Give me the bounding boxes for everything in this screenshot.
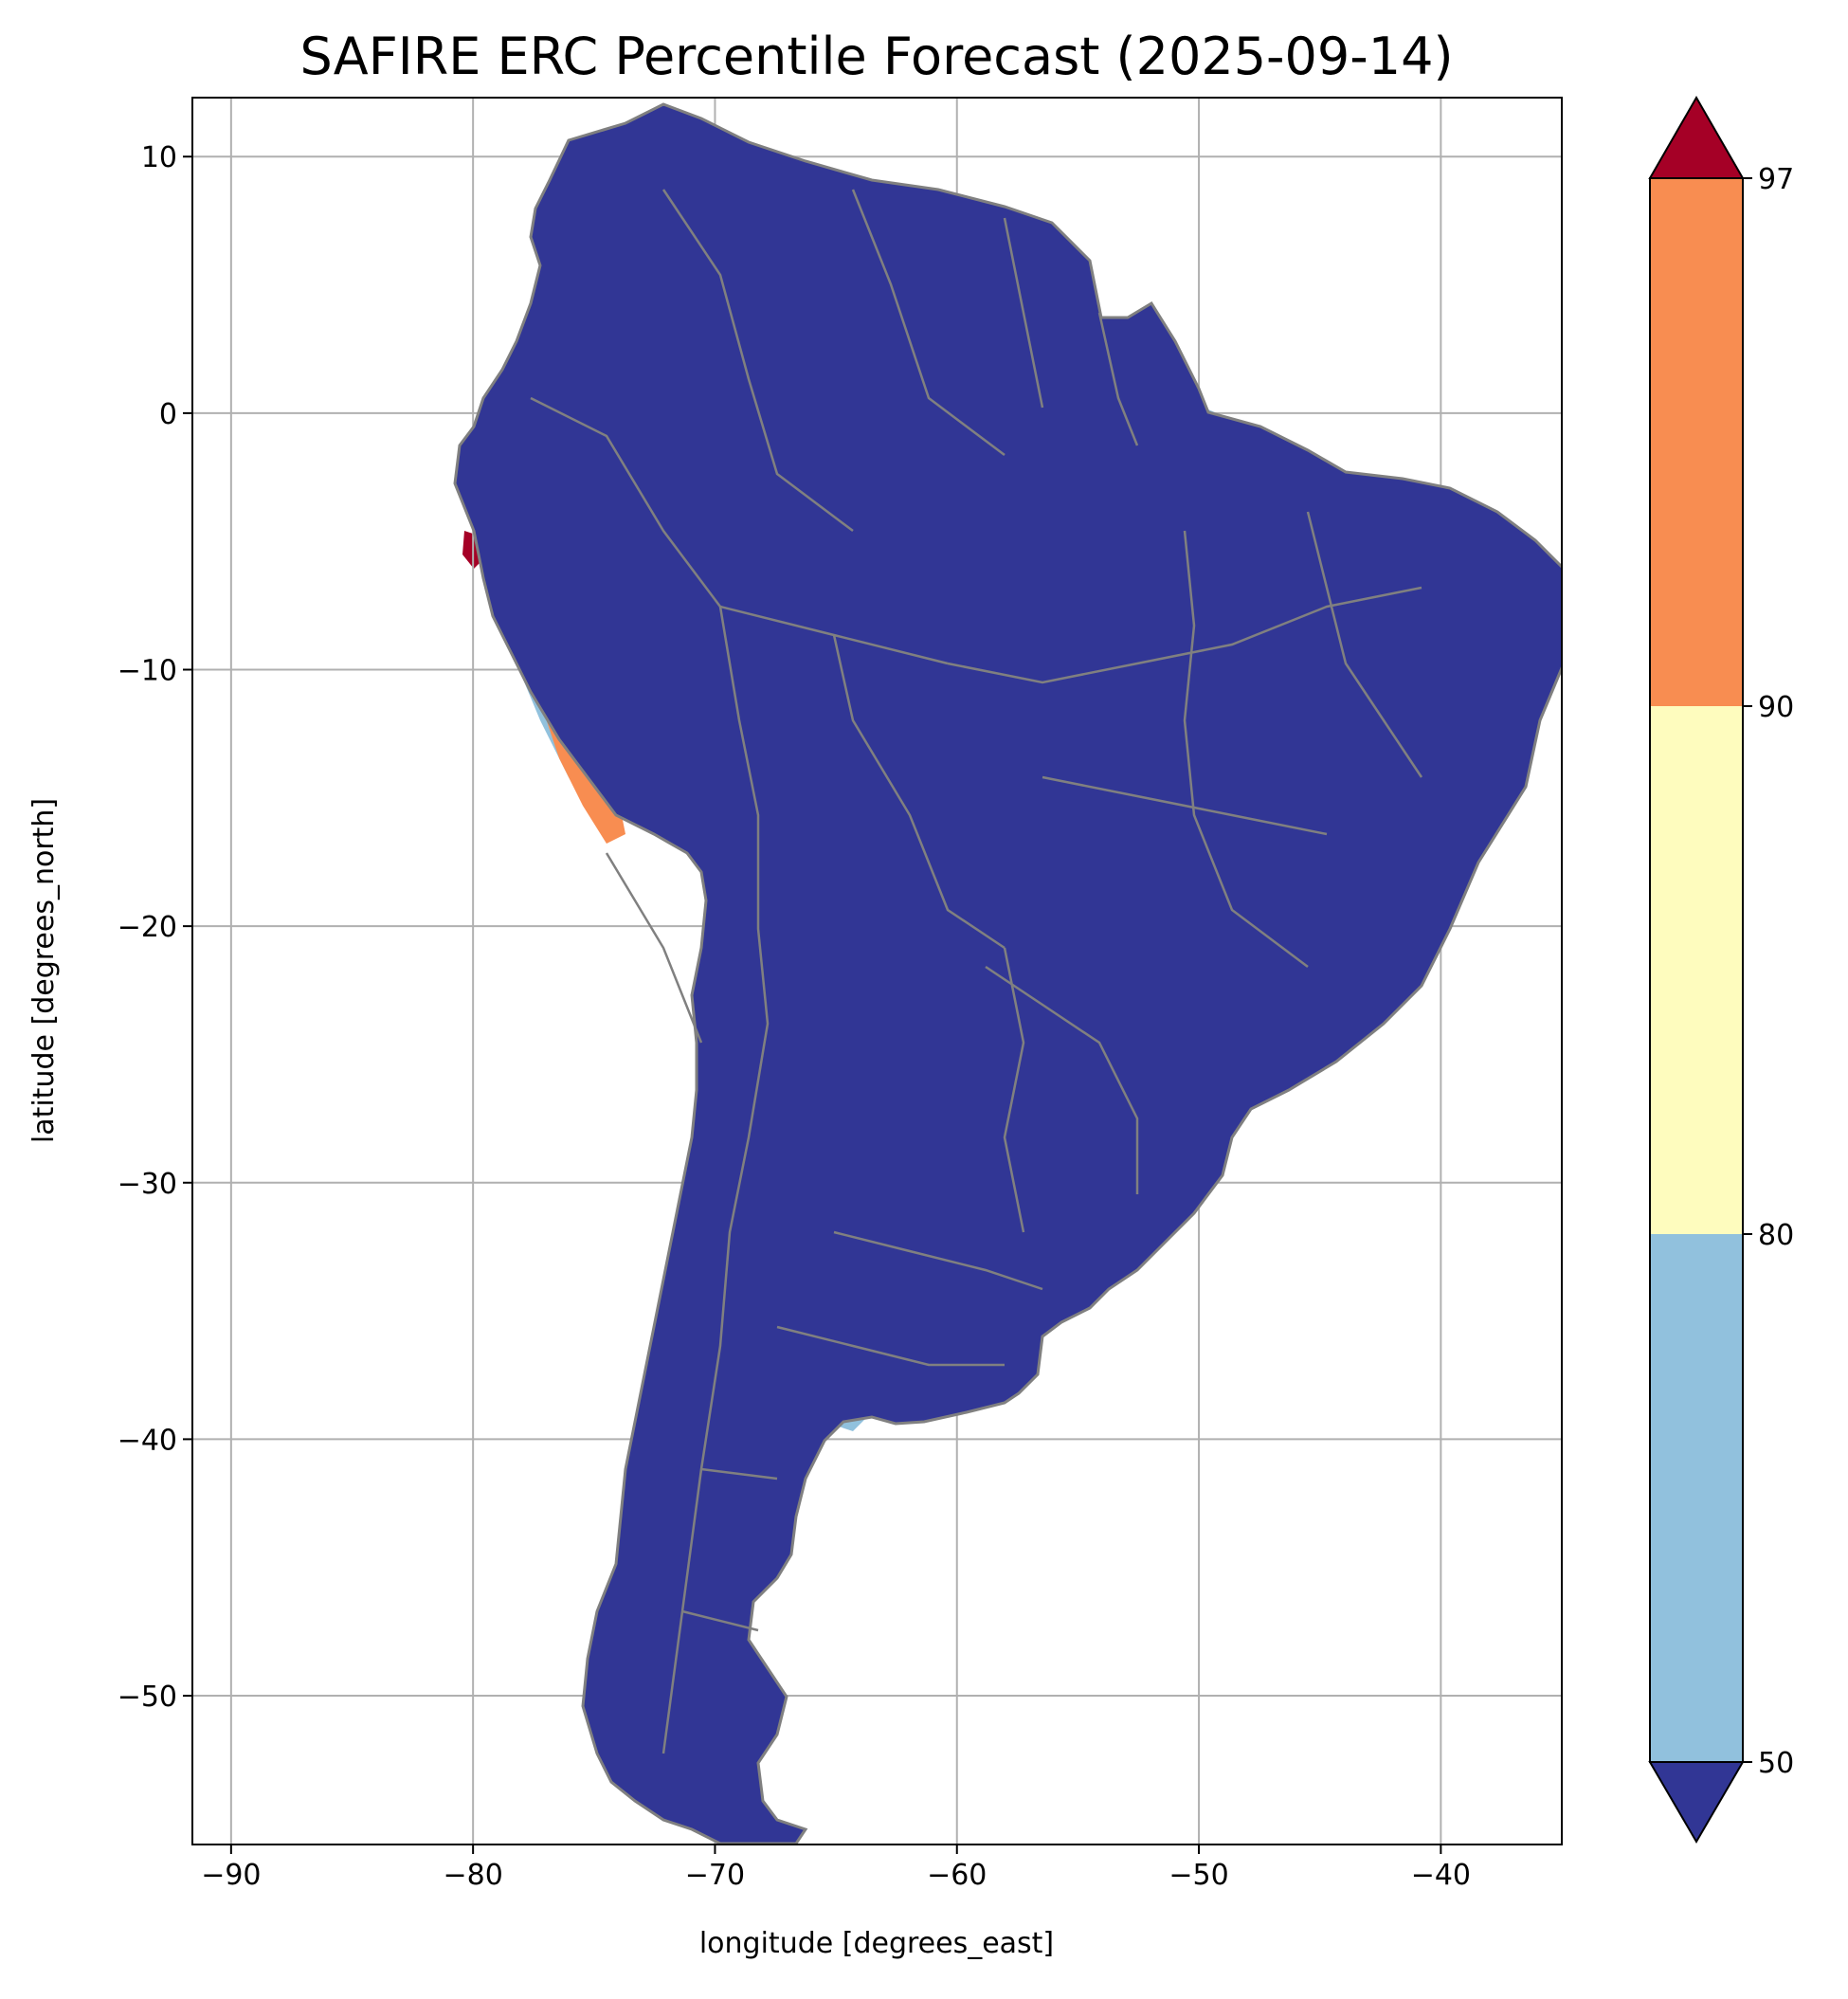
y-tick-label: −50 — [118, 1681, 177, 1714]
colorbar-band-50-80 — [1650, 1234, 1743, 1762]
x-tick-label: −70 — [685, 1859, 745, 1892]
x-tick-label: −40 — [1411, 1859, 1471, 1892]
axes-frame — [191, 97, 1563, 1845]
colorbar: 50 80 90 97 — [1648, 95, 1794, 1844]
colorbar-tick-label: 97 — [1758, 163, 1794, 196]
x-tick-label: −80 — [443, 1859, 502, 1892]
y-axis: 10 0 −10 −20 −30 −40 −50 — [118, 141, 192, 1714]
x-tick-label: −90 — [201, 1859, 261, 1892]
x-tick-label: −50 — [1169, 1859, 1228, 1892]
colorbar-extend-bottom — [1648, 1761, 1745, 1844]
colorbar-ticks: 50 80 90 97 — [1743, 163, 1794, 1780]
y-tick-label: −30 — [118, 1168, 177, 1201]
map-title: SAFIRE ERC Percentile Forecast (2025-09-… — [299, 27, 1453, 86]
y-tick-label: 0 — [159, 398, 177, 431]
colorbar-extend-top — [1648, 95, 1745, 179]
colorbar-tick-label: 50 — [1758, 1747, 1794, 1780]
border-lines — [453, 102, 1562, 1845]
colorbar-band-90-97 — [1650, 178, 1743, 706]
colorbar-frame — [1649, 177, 1744, 1763]
colorbar-tick-label: 90 — [1758, 691, 1794, 724]
x-axis-label: longitude [degrees_east] — [699, 1927, 1054, 1960]
x-tick-label: −60 — [927, 1859, 987, 1892]
colorbar-tick-label: 80 — [1758, 1219, 1794, 1252]
colorbar-band-80-90 — [1650, 706, 1743, 1234]
y-tick-label: −40 — [118, 1424, 177, 1457]
y-tick-label: −10 — [118, 655, 177, 688]
x-axis: −90 −80 −70 −60 −50 −40 — [201, 1845, 1471, 1892]
y-axis-label: latitude [degrees_north] — [27, 798, 61, 1143]
y-tick-label: −20 — [118, 911, 177, 944]
map-content — [192, 98, 1562, 1845]
y-tick-label: 10 — [141, 141, 177, 174]
